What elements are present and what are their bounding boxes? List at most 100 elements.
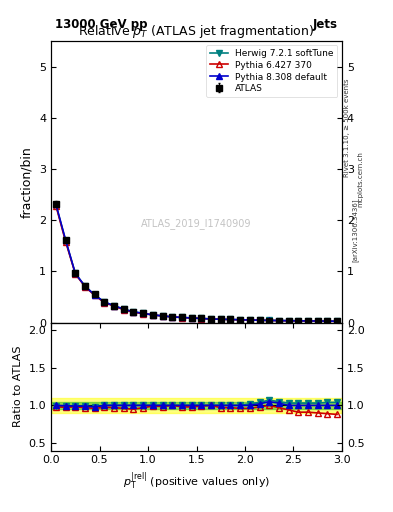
Pythia 6.427 370 (335, 318, 340, 325)
Pythia 6.427 370 (325, 318, 330, 325)
Herwig 7.2.1 softTune (238, 316, 242, 323)
Pythia 8.308 default (92, 292, 97, 298)
Line: Pythia 8.308 default: Pythia 8.308 default (53, 202, 340, 324)
Text: mcplots.cern.ch: mcplots.cern.ch (358, 151, 364, 207)
Herwig 7.2.1 softTune (219, 316, 223, 323)
Pythia 8.308 default (267, 317, 272, 324)
Pythia 8.308 default (257, 317, 262, 323)
Pythia 8.308 default (112, 303, 116, 309)
Text: [arXiv:1306.3436]: [arXiv:1306.3436] (352, 199, 358, 262)
Pythia 8.308 default (102, 299, 107, 305)
Pythia 6.427 370 (92, 292, 97, 298)
Pythia 8.308 default (209, 316, 213, 322)
Pythia 8.308 default (296, 318, 301, 324)
Pythia 6.427 370 (73, 271, 78, 277)
Pythia 6.427 370 (121, 307, 126, 313)
Pythia 8.308 default (63, 237, 68, 243)
Pythia 6.427 370 (151, 312, 155, 318)
Herwig 7.2.1 softTune (63, 238, 68, 244)
Herwig 7.2.1 softTune (267, 317, 272, 324)
Herwig 7.2.1 softTune (160, 313, 165, 319)
Line: Pythia 6.427 370: Pythia 6.427 370 (53, 203, 340, 324)
Pythia 6.427 370 (296, 318, 301, 324)
Herwig 7.2.1 softTune (257, 317, 262, 323)
Herwig 7.2.1 softTune (121, 306, 126, 312)
Pythia 8.308 default (180, 314, 184, 321)
Pythia 8.308 default (170, 314, 174, 320)
Herwig 7.2.1 softTune (170, 314, 174, 320)
Herwig 7.2.1 softTune (248, 317, 252, 323)
Line: Herwig 7.2.1 softTune: Herwig 7.2.1 softTune (53, 202, 340, 324)
Text: Jets: Jets (313, 18, 338, 31)
Herwig 7.2.1 softTune (315, 318, 320, 324)
Y-axis label: fraction/bin: fraction/bin (20, 146, 33, 218)
Herwig 7.2.1 softTune (131, 309, 136, 315)
Pythia 6.427 370 (228, 316, 233, 323)
Pythia 6.427 370 (267, 317, 272, 324)
Herwig 7.2.1 softTune (335, 318, 340, 324)
Pythia 8.308 default (131, 309, 136, 315)
Herwig 7.2.1 softTune (112, 303, 116, 309)
Herwig 7.2.1 softTune (189, 315, 194, 321)
Pythia 6.427 370 (112, 303, 116, 309)
Herwig 7.2.1 softTune (53, 202, 58, 208)
Pythia 6.427 370 (248, 317, 252, 323)
Pythia 6.427 370 (277, 317, 281, 324)
Pythia 6.427 370 (306, 318, 310, 324)
Bar (51, 398, 342, 413)
Pythia 6.427 370 (238, 317, 242, 323)
Pythia 6.427 370 (131, 309, 136, 315)
Pythia 6.427 370 (53, 203, 58, 209)
Herwig 7.2.1 softTune (209, 316, 213, 322)
Pythia 8.308 default (277, 317, 281, 324)
Pythia 6.427 370 (170, 314, 174, 320)
Pythia 8.308 default (53, 201, 58, 207)
Pythia 6.427 370 (160, 313, 165, 319)
Pythia 8.308 default (315, 318, 320, 324)
Pythia 8.308 default (228, 316, 233, 323)
Pythia 8.308 default (335, 318, 340, 324)
Herwig 7.2.1 softTune (325, 318, 330, 324)
Text: Rivet 3.1.10, ≥ 500k events: Rivet 3.1.10, ≥ 500k events (344, 79, 350, 177)
Pythia 8.308 default (325, 318, 330, 324)
Pythia 8.308 default (141, 310, 145, 316)
Legend: Herwig 7.2.1 softTune, Pythia 6.427 370, Pythia 8.308 default, ATLAS: Herwig 7.2.1 softTune, Pythia 6.427 370,… (206, 46, 338, 97)
Pythia 6.427 370 (102, 300, 107, 306)
Text: ATLAS_2019_I1740909: ATLAS_2019_I1740909 (141, 219, 252, 229)
Pythia 6.427 370 (209, 316, 213, 322)
Pythia 8.308 default (286, 317, 291, 324)
Pythia 6.427 370 (286, 318, 291, 324)
Herwig 7.2.1 softTune (228, 316, 233, 323)
Herwig 7.2.1 softTune (73, 270, 78, 276)
Pythia 6.427 370 (219, 316, 223, 323)
Pythia 8.308 default (160, 313, 165, 319)
Pythia 6.427 370 (141, 310, 145, 316)
Herwig 7.2.1 softTune (92, 292, 97, 298)
Pythia 8.308 default (219, 316, 223, 323)
Pythia 8.308 default (189, 315, 194, 321)
Pythia 8.308 default (151, 312, 155, 318)
Title: Relative $p_T$ (ATLAS jet fragmentation): Relative $p_T$ (ATLAS jet fragmentation) (78, 24, 315, 40)
Herwig 7.2.1 softTune (296, 317, 301, 324)
Herwig 7.2.1 softTune (141, 310, 145, 316)
Herwig 7.2.1 softTune (199, 315, 204, 322)
Pythia 8.308 default (306, 318, 310, 324)
Herwig 7.2.1 softTune (102, 299, 107, 305)
Pythia 8.308 default (73, 270, 78, 276)
Pythia 6.427 370 (63, 239, 68, 245)
Pythia 6.427 370 (189, 315, 194, 321)
Text: 13000 GeV pp: 13000 GeV pp (55, 18, 147, 31)
Pythia 8.308 default (238, 316, 242, 323)
Pythia 8.308 default (83, 283, 87, 289)
Pythia 6.427 370 (180, 314, 184, 321)
Pythia 6.427 370 (199, 315, 204, 322)
Herwig 7.2.1 softTune (83, 283, 87, 289)
Herwig 7.2.1 softTune (180, 314, 184, 321)
Herwig 7.2.1 softTune (306, 318, 310, 324)
X-axis label: $p_{\rm T}^{\rm |rel|}$ (positive values only): $p_{\rm T}^{\rm |rel|}$ (positive values… (123, 471, 270, 493)
Herwig 7.2.1 softTune (286, 317, 291, 324)
Pythia 6.427 370 (257, 317, 262, 324)
Bar (51, 401, 342, 409)
Herwig 7.2.1 softTune (277, 317, 281, 324)
Pythia 6.427 370 (83, 284, 87, 290)
